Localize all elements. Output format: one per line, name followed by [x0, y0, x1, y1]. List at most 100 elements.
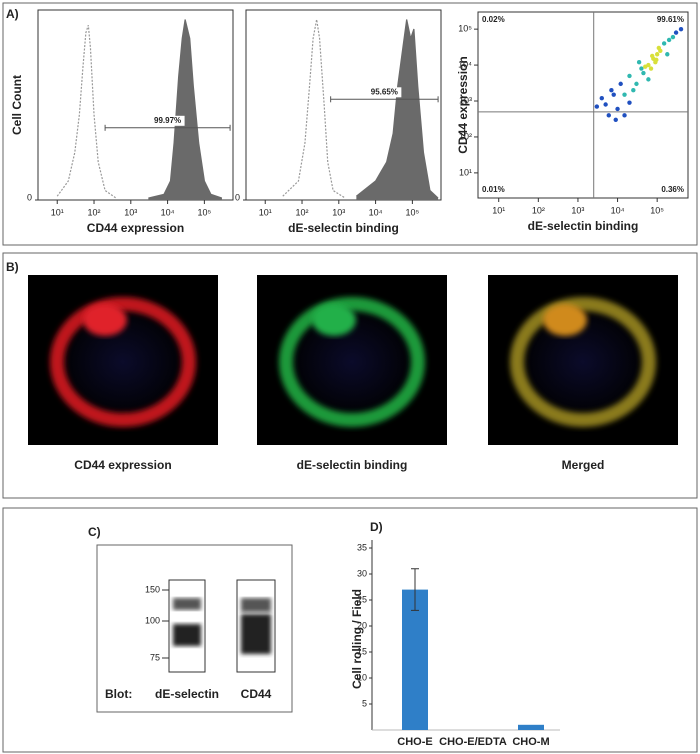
y-tick-label: 0 — [27, 192, 32, 202]
y-tick-label: 30 — [357, 568, 367, 578]
point — [622, 113, 627, 118]
point — [654, 57, 659, 63]
blot-lane — [168, 579, 206, 673]
point — [665, 52, 670, 57]
point — [636, 60, 642, 65]
y-tick-label: 25 — [357, 594, 367, 604]
panel-label: C) — [88, 525, 101, 539]
point — [673, 30, 679, 35]
micrograph — [28, 275, 218, 445]
point — [634, 81, 639, 87]
y-tick-label: 35 — [357, 542, 367, 552]
gate-label: 99.97% — [154, 116, 181, 125]
panel-frame — [2, 252, 698, 499]
panel-frame — [2, 507, 698, 753]
marker-label: 75 — [150, 652, 160, 662]
x-tick-label: 10³ — [124, 207, 137, 217]
point — [666, 37, 672, 43]
plot-frame — [477, 11, 689, 199]
x-tick-label: 10⁵ — [650, 205, 664, 215]
y-tick-label: 10 — [357, 672, 367, 682]
gate-label-bg — [150, 115, 185, 126]
micrograph — [488, 275, 678, 445]
point — [639, 66, 644, 71]
x-tick-label: 10² — [296, 207, 309, 217]
x-tick-label: 10⁵ — [198, 207, 212, 217]
y-axis-label: Cell rolling / Field — [350, 589, 364, 689]
x-tick-label: 10⁵ — [406, 207, 420, 217]
x-tick-label: 10³ — [571, 205, 584, 215]
point — [611, 92, 616, 97]
x-tick-label: 10¹ — [259, 207, 272, 217]
quadrant-label: 99.61% — [657, 15, 684, 24]
y-tick-label: 15 — [357, 646, 367, 656]
point — [654, 52, 660, 57]
gate-label-bg — [367, 87, 402, 98]
marker-label: 100 — [145, 615, 160, 625]
y-tick-label: 10³ — [459, 95, 472, 105]
y-tick-label: 20 — [357, 620, 367, 630]
point — [678, 26, 684, 32]
y-axis-label: Cell Count — [10, 75, 24, 135]
x-tick-label: 10¹ — [492, 205, 505, 215]
y-tick-label: 10² — [459, 131, 472, 141]
x-tick-label: 10⁴ — [611, 205, 625, 215]
point — [606, 113, 611, 118]
x-tick-label: 10¹ — [51, 207, 64, 217]
point — [599, 95, 604, 101]
y-tick-label: 10¹ — [459, 167, 472, 177]
x-axis-label: dE-selectin binding — [288, 221, 399, 235]
x-tick-label: CHO-E/EDTA — [439, 736, 507, 748]
point — [641, 70, 646, 76]
panel-frame — [2, 2, 698, 246]
x-tick-label: 10³ — [332, 207, 345, 217]
x-tick-label: 10⁴ — [161, 207, 175, 217]
point — [609, 87, 614, 93]
point — [627, 100, 632, 105]
x-axis-label: dE-selectin binding — [528, 219, 639, 233]
point — [631, 87, 636, 93]
y-tick-label: 10⁵ — [458, 24, 472, 34]
point — [643, 64, 648, 69]
series-line — [56, 25, 117, 199]
micrograph — [257, 275, 447, 445]
plot-frame — [37, 9, 234, 201]
point — [656, 45, 662, 51]
point — [613, 117, 618, 123]
bar — [402, 589, 428, 730]
panel-label: B) — [6, 260, 19, 274]
blot-lane — [236, 579, 276, 673]
point — [615, 106, 620, 112]
point — [594, 104, 600, 109]
quadrant-label: 0.02% — [482, 15, 505, 24]
image-caption: Merged — [562, 458, 605, 472]
x-tick-label: CHO-E — [397, 736, 432, 748]
point — [648, 66, 654, 71]
blot-frame — [96, 544, 293, 713]
bar — [518, 724, 544, 730]
point — [661, 41, 667, 46]
gate-label: 95.65% — [371, 87, 398, 96]
y-tick-label: 0 — [235, 192, 240, 202]
plot-frame — [245, 9, 442, 201]
image-caption: CD44 expression — [74, 458, 171, 472]
point — [650, 53, 655, 59]
area-fill — [148, 19, 222, 200]
x-tick-label: 10⁴ — [369, 207, 383, 217]
quadrant-label: 0.36% — [661, 185, 684, 194]
area-fill — [356, 19, 439, 200]
lane-label: dE-selectin — [155, 687, 219, 701]
series-line — [282, 19, 346, 199]
point — [622, 92, 627, 97]
point — [603, 102, 608, 107]
y-tick-label: 10⁴ — [458, 59, 472, 69]
image-caption: dE-selectin binding — [297, 458, 408, 472]
x-axis-label: CD44 expression — [87, 221, 184, 235]
x-tick-label: 10² — [88, 207, 101, 217]
y-axis-label: CD44 expression — [456, 56, 470, 153]
quadrant-label: 0.01% — [482, 185, 505, 194]
point — [670, 34, 676, 40]
marker-label: 150 — [145, 584, 160, 594]
panel-label: D) — [370, 520, 383, 534]
